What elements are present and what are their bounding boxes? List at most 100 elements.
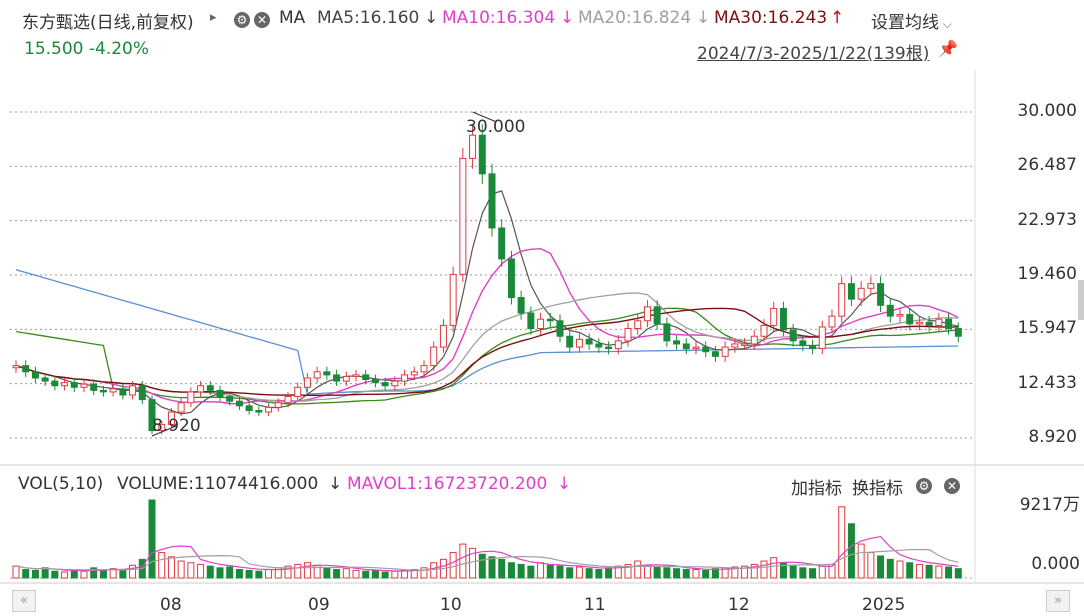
candle-body bbox=[158, 423, 166, 432]
ma5-value: MA5:16.160 bbox=[317, 8, 420, 28]
candle-body bbox=[41, 377, 49, 382]
add-indicator-button[interactable]: 加指标 bbox=[791, 479, 842, 499]
candle-body bbox=[838, 283, 846, 317]
candle-body bbox=[478, 134, 486, 175]
ma20-line bbox=[15, 292, 959, 403]
vol-axis-zero: 0.000 bbox=[1031, 554, 1080, 574]
candle-body bbox=[779, 307, 787, 331]
volume-bar bbox=[711, 568, 719, 579]
candle-body bbox=[177, 402, 185, 413]
x-tick-2025: 2025 bbox=[862, 595, 906, 615]
volume-bar bbox=[537, 562, 545, 579]
y-tick-label: 15.947 bbox=[1017, 318, 1077, 339]
volume-bar bbox=[245, 569, 253, 579]
scroll-right-button[interactable]: » bbox=[1046, 590, 1070, 612]
volume-bar bbox=[90, 567, 98, 579]
x-tick-08: 08 bbox=[160, 595, 182, 615]
settings-ma-label: 设置均线 bbox=[871, 13, 939, 33]
candle-body bbox=[624, 328, 632, 342]
pin-icon[interactable]: 📌 bbox=[938, 39, 958, 58]
candle-body bbox=[80, 383, 88, 388]
volume-bar bbox=[527, 565, 535, 579]
volume-bar bbox=[653, 566, 661, 579]
candle-body bbox=[51, 380, 59, 387]
candle-body bbox=[439, 324, 447, 348]
x-tick-11: 11 bbox=[584, 595, 606, 615]
volume-bar bbox=[478, 553, 486, 579]
candle-body bbox=[877, 283, 885, 306]
candle-body bbox=[323, 371, 331, 376]
candle-body bbox=[498, 227, 506, 260]
candle-body bbox=[12, 365, 20, 369]
volume-bar bbox=[70, 569, 78, 579]
volume-bar bbox=[216, 567, 224, 579]
volume-bar bbox=[391, 570, 399, 579]
scroll-left-button[interactable]: « bbox=[12, 590, 36, 612]
volume-bar bbox=[847, 523, 855, 579]
stock-title[interactable]: 东方甄选(日线,前复权) bbox=[22, 8, 194, 33]
close-icon[interactable]: ✕ bbox=[944, 475, 960, 494]
volume-bar bbox=[741, 565, 749, 579]
price-change: 15.500 -4.20% bbox=[24, 39, 150, 59]
candle-body bbox=[643, 306, 651, 322]
candle-body bbox=[721, 346, 729, 357]
volume-bar bbox=[634, 560, 642, 579]
volume-bar bbox=[119, 569, 127, 579]
candle-body bbox=[469, 134, 477, 159]
volume-bar bbox=[333, 569, 341, 579]
candle-body bbox=[216, 389, 224, 398]
high-annotation: 30.000 bbox=[466, 117, 526, 137]
volume-bar bbox=[187, 562, 195, 579]
candle-body bbox=[731, 343, 739, 348]
volume-bar bbox=[41, 567, 49, 579]
candle-body bbox=[595, 343, 603, 348]
volume-bar bbox=[925, 564, 933, 579]
y-tick-label: 8.920 bbox=[1028, 427, 1077, 447]
vol-axis-max: 9217万 bbox=[1019, 495, 1080, 515]
volume-bar bbox=[575, 566, 583, 579]
switch-indicator-button[interactable]: 换指标 bbox=[852, 479, 903, 499]
candle-body bbox=[459, 157, 467, 275]
y-tick-label: 26.487 bbox=[1017, 155, 1077, 176]
candle-body bbox=[527, 312, 535, 330]
low-annotation: 8.920 bbox=[152, 416, 201, 436]
stock-name: 东方甄选 bbox=[22, 13, 90, 33]
ma30-line bbox=[15, 307, 959, 396]
candle-body bbox=[371, 379, 379, 384]
play-icon[interactable]: ▸ bbox=[210, 10, 217, 25]
close-icon[interactable]: ✕ bbox=[254, 9, 270, 28]
volume-bar bbox=[342, 568, 350, 579]
candle-body bbox=[70, 382, 78, 388]
gear-icon[interactable]: ⚙ bbox=[916, 475, 932, 494]
candle-body bbox=[818, 326, 826, 350]
volume-bar bbox=[896, 560, 904, 579]
volume-bar bbox=[197, 563, 205, 579]
candle-body bbox=[333, 374, 341, 382]
ma5-line bbox=[15, 190, 959, 415]
date-range[interactable]: 2024/7/3-2025/1/22(139根) bbox=[697, 44, 930, 64]
volume-bar bbox=[731, 566, 739, 579]
gear-icon[interactable]: ⚙ bbox=[234, 9, 250, 28]
candle-body bbox=[31, 371, 39, 379]
volume-bar bbox=[799, 567, 807, 579]
candle-body bbox=[867, 283, 875, 289]
candle-body bbox=[167, 411, 175, 425]
candle-body bbox=[206, 385, 214, 391]
volume-bar bbox=[585, 568, 593, 579]
candle-body bbox=[789, 329, 797, 342]
volume-bar bbox=[420, 567, 428, 579]
volume-bar bbox=[605, 567, 613, 579]
volume-bar bbox=[867, 552, 875, 579]
mavol5-line bbox=[15, 535, 959, 572]
candle-body bbox=[847, 283, 855, 300]
side-scrollbar[interactable] bbox=[1078, 280, 1084, 320]
candle-body bbox=[896, 314, 904, 317]
candle-body bbox=[750, 335, 758, 345]
candle-body bbox=[663, 323, 671, 342]
volume-bar bbox=[682, 569, 690, 579]
candle-body bbox=[935, 318, 943, 326]
candle-body bbox=[226, 396, 234, 402]
volume-bar bbox=[449, 552, 457, 579]
settings-ma-button[interactable]: 设置均线 ⌵ bbox=[871, 8, 952, 33]
